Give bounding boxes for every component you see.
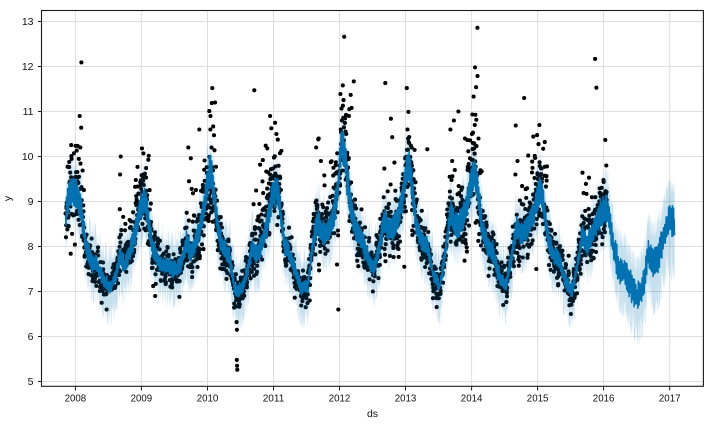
svg-text:7: 7	[28, 286, 34, 298]
svg-text:2013: 2013	[395, 393, 417, 405]
svg-text:10: 10	[22, 151, 34, 163]
svg-text:12: 12	[22, 61, 34, 73]
svg-text:9: 9	[28, 196, 34, 208]
svg-text:2014: 2014	[461, 393, 483, 405]
svg-text:2012: 2012	[329, 393, 351, 405]
svg-text:13: 13	[22, 16, 34, 28]
svg-text:2011: 2011	[263, 393, 285, 405]
svg-text:2016: 2016	[593, 393, 615, 405]
svg-text:2010: 2010	[197, 393, 219, 405]
svg-text:6: 6	[28, 331, 34, 343]
svg-text:y: y	[2, 195, 14, 201]
svg-text:2008: 2008	[65, 393, 87, 405]
svg-text:2017: 2017	[659, 393, 681, 405]
svg-text:11: 11	[23, 106, 34, 118]
svg-text:5: 5	[28, 376, 34, 388]
svg-text:8: 8	[28, 241, 34, 253]
svg-text:2009: 2009	[131, 393, 153, 405]
svg-text:2015: 2015	[527, 393, 549, 405]
svg-text:ds: ds	[367, 408, 378, 420]
